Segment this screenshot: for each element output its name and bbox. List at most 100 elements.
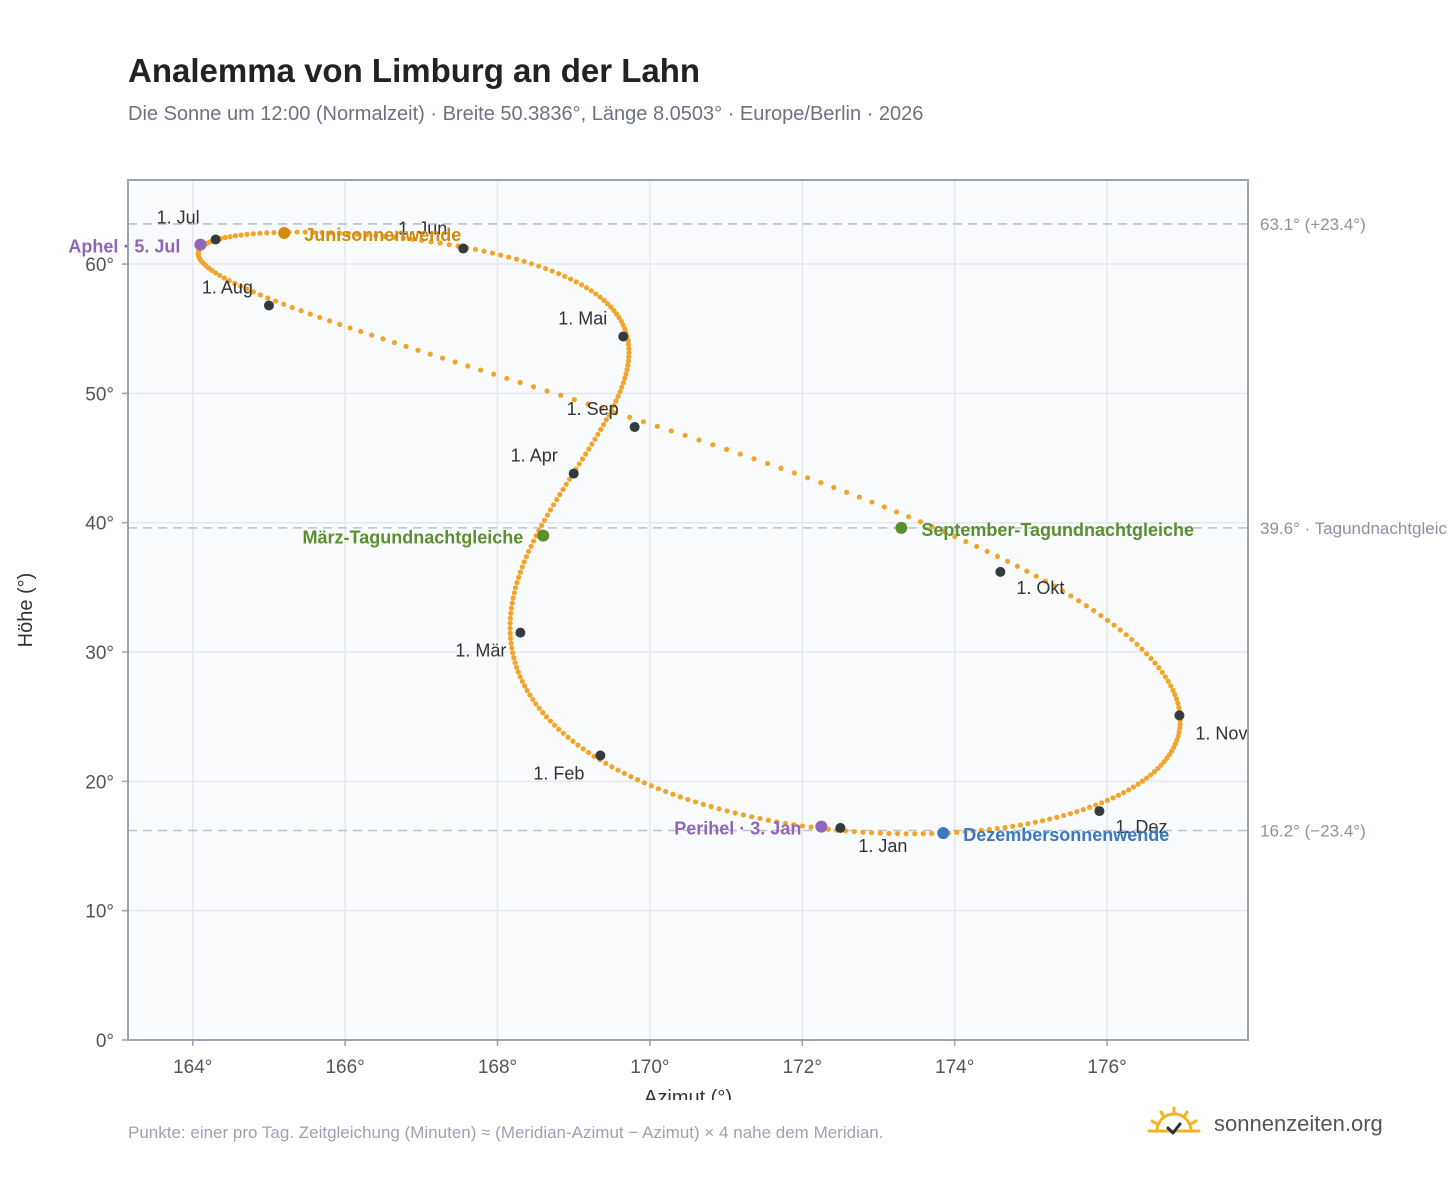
daily-point — [307, 311, 313, 317]
daily-point — [818, 480, 824, 486]
daily-point — [614, 311, 620, 317]
daily-point — [791, 470, 797, 476]
daily-point — [881, 504, 887, 510]
plot-area — [128, 180, 1248, 1040]
event-point — [278, 227, 291, 240]
daily-point — [700, 801, 706, 807]
daily-point — [1104, 797, 1111, 803]
daily-point — [226, 278, 232, 284]
daily-point — [851, 829, 857, 835]
daily-point — [491, 371, 497, 377]
daily-point — [1099, 800, 1105, 806]
daily-point — [620, 380, 626, 386]
daily-point — [1168, 683, 1174, 689]
x-tick-label: 172° — [783, 1057, 822, 1078]
daily-point — [903, 831, 909, 837]
daily-point — [1177, 725, 1183, 731]
daily-point — [543, 714, 550, 720]
daily-point — [1074, 809, 1080, 815]
daily-point — [570, 738, 576, 744]
daily-point — [1115, 792, 1122, 798]
daily-point — [542, 265, 549, 272]
x-tick-label: 174° — [935, 1057, 974, 1078]
daily-point — [625, 358, 632, 364]
daily-point — [232, 280, 238, 286]
daily-point — [522, 683, 528, 689]
daily-point — [929, 524, 935, 530]
daily-point — [603, 760, 609, 766]
analemma-curve — [195, 229, 1183, 837]
daily-point — [558, 392, 564, 398]
month-label: 1. Jun — [398, 219, 447, 239]
event-point — [194, 238, 207, 251]
month-label: 1. Mär — [455, 641, 506, 661]
daily-point — [250, 289, 256, 295]
daily-point — [625, 362, 631, 368]
event-label: März-Tagundnachtgleiche — [303, 528, 524, 548]
daily-point — [831, 484, 837, 491]
x-tick-label: 176° — [1087, 1057, 1126, 1078]
daily-point — [778, 465, 784, 471]
daily-point — [536, 705, 542, 711]
daily-point — [556, 726, 562, 732]
daily-point — [920, 831, 926, 837]
daily-point — [628, 774, 634, 780]
daily-point — [294, 229, 300, 235]
event-label: Dezembersonnenwende — [963, 825, 1169, 845]
month-point — [618, 331, 629, 342]
daily-point — [530, 696, 536, 703]
daily-point — [526, 548, 532, 555]
daily-point — [380, 336, 386, 342]
daily-point — [1173, 696, 1180, 702]
daily-point — [604, 301, 611, 307]
daily-point — [619, 384, 625, 390]
daily-point — [1061, 812, 1067, 819]
daily-point — [419, 237, 425, 244]
daily-point — [508, 605, 515, 611]
daily-point — [507, 615, 514, 621]
brand[interactable]: sonnenzeiten.org — [1146, 1104, 1383, 1144]
reference-line-label: 63.1° (+23.4°) — [1260, 215, 1366, 234]
daily-point — [513, 256, 520, 262]
month-point — [263, 300, 274, 311]
daily-point — [1165, 678, 1171, 684]
daily-point — [1059, 588, 1066, 594]
daily-point — [317, 314, 323, 321]
daily-point — [597, 294, 603, 300]
daily-point — [716, 806, 722, 812]
daily-point — [298, 308, 304, 314]
daily-point — [1159, 669, 1165, 675]
daily-point — [272, 298, 279, 304]
daily-point — [1004, 558, 1011, 564]
month-label: 1. Apr — [511, 446, 558, 466]
daily-point — [621, 770, 628, 776]
daily-point — [544, 512, 551, 518]
month-label: 1. Sep — [567, 399, 619, 419]
daily-point — [1135, 781, 1141, 787]
daily-point — [1083, 603, 1089, 609]
daily-point — [611, 403, 617, 409]
daily-point — [609, 764, 615, 770]
daily-point — [740, 812, 747, 818]
daily-point — [509, 600, 515, 606]
daily-point — [550, 502, 557, 508]
month-point — [515, 627, 526, 638]
daily-point — [692, 799, 699, 805]
daily-point — [1024, 568, 1030, 574]
daily-point — [668, 428, 674, 434]
daily-point — [606, 412, 612, 418]
daily-point — [654, 423, 660, 429]
daily-point — [1068, 593, 1074, 599]
daily-point — [1017, 822, 1023, 828]
event-point — [537, 529, 550, 542]
daily-point — [1139, 778, 1146, 784]
daily-point — [749, 814, 755, 820]
daily-point — [509, 645, 515, 651]
grid — [128, 180, 1248, 1041]
daily-point — [510, 595, 516, 601]
daily-point — [571, 397, 577, 403]
month-point — [210, 234, 221, 245]
daily-point — [382, 233, 388, 239]
x-tick-label: 164° — [173, 1057, 212, 1078]
daily-point — [585, 401, 591, 407]
